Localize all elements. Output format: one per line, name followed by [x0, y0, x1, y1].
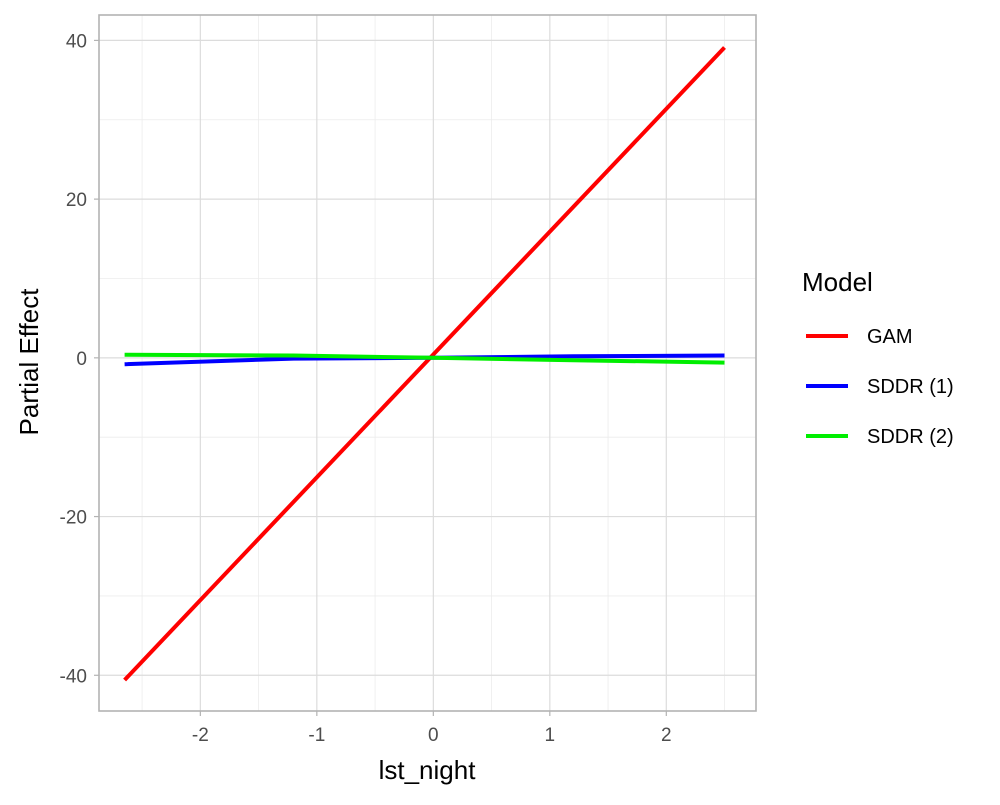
legend: Model GAM SDDR (1) SDDR (2)	[802, 267, 954, 448]
x-axis: -2 -1 0 1 2	[192, 711, 672, 746]
y-tick-label: -40	[60, 666, 87, 687]
legend-label-gam: GAM	[867, 326, 913, 348]
y-tick-label: -20	[60, 508, 87, 529]
panel-border	[98, 14, 757, 712]
x-tick-label: 2	[661, 725, 672, 746]
x-axis-title: lst_night	[379, 755, 477, 785]
x-tick-label: 1	[545, 725, 556, 746]
y-tick-label: 0	[76, 349, 87, 370]
series-lines	[123, 46, 726, 682]
y-axis-title: Partial Effect	[14, 288, 44, 436]
y-tick-label: 20	[66, 190, 87, 211]
legend-label-sddr-2: SDDR (2)	[867, 426, 954, 448]
legend-label-sddr-1: SDDR (1)	[867, 376, 954, 398]
x-tick-label: -1	[308, 725, 325, 746]
x-tick-label: -2	[192, 725, 209, 746]
y-tick-label: 40	[66, 31, 87, 52]
x-tick-label: 0	[428, 725, 439, 746]
minor-gridlines	[99, 15, 756, 711]
y-axis: -40 -20 0 20 40	[60, 31, 99, 687]
legend-title: Model	[802, 267, 873, 297]
series-line-gam	[123, 46, 726, 682]
series-line-sddr-2	[124, 352, 725, 365]
